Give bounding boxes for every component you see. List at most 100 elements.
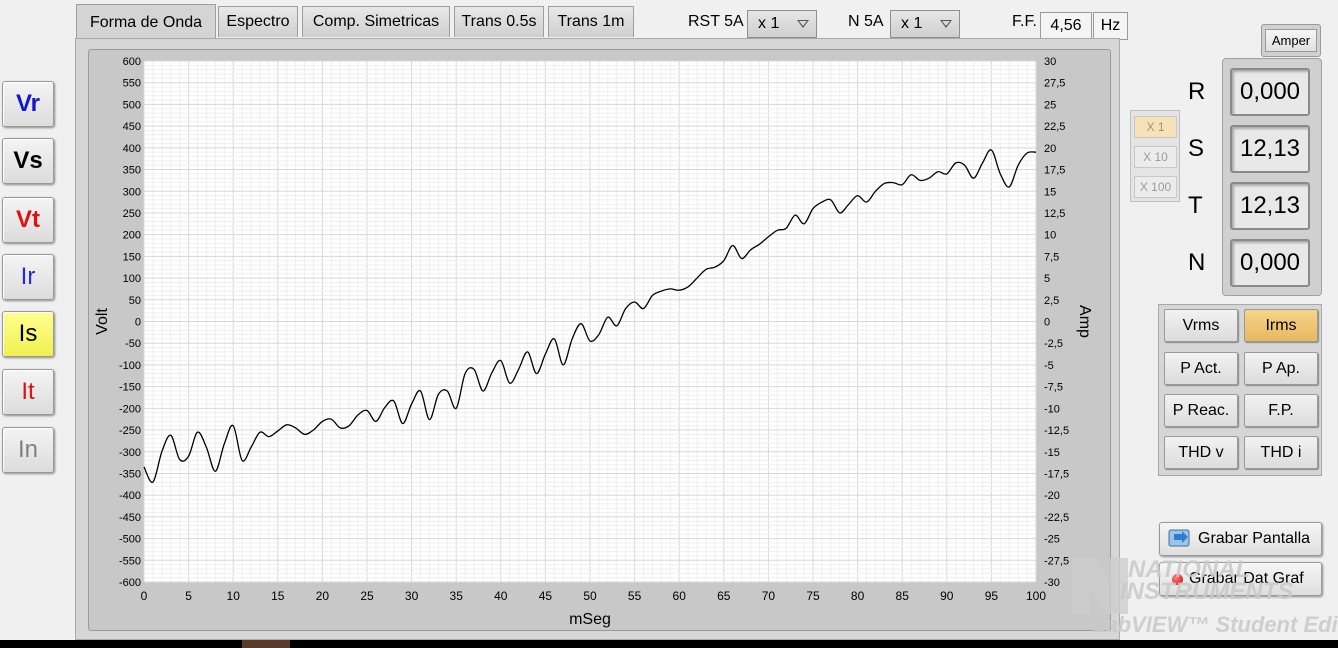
tab-forma-de-onda[interactable]: Forma de Onda — [76, 4, 216, 40]
taskbar-item[interactable] — [242, 640, 290, 648]
y-right-tick-label: -27,5 — [1044, 555, 1069, 567]
tab-trans-1m[interactable]: Trans 1m — [548, 6, 634, 37]
channel-button-is[interactable]: Is — [2, 311, 54, 357]
y-tick-label: 100 — [123, 273, 141, 285]
phase-reading-r: 0,000 — [1230, 68, 1310, 116]
y-tick-label: -600 — [119, 577, 141, 589]
x-tick-label: 20 — [316, 589, 330, 603]
y-tick-label: -150 — [119, 382, 141, 394]
x-tick-label: 95 — [985, 589, 999, 603]
x-tick-label: 35 — [450, 589, 464, 603]
y-right-tick-label: -2,5 — [1044, 338, 1063, 350]
tab-comp-simetricas[interactable]: Comp. Simetricas — [302, 6, 450, 37]
channel-button-vr[interactable]: Vr — [2, 81, 54, 127]
n-range-label: N 5A — [848, 13, 884, 30]
function-button-thd-i[interactable]: THD i — [1244, 436, 1318, 469]
y-tick-label: 550 — [123, 78, 141, 90]
rst-range-label: RST 5A — [688, 13, 744, 30]
y-right-tick-label: -12,5 — [1044, 425, 1069, 437]
y-tick-label: -300 — [119, 447, 141, 459]
x-tick-label: 0 — [141, 589, 148, 603]
n-range-value: x 1 — [901, 15, 923, 32]
function-button-p-ap[interactable]: P Ap. — [1244, 352, 1318, 385]
x-tick-label: 80 — [851, 589, 865, 603]
y-tick-label: 250 — [123, 208, 141, 220]
x-tick-label: 100 — [1026, 589, 1046, 603]
y-right-tick-label: 12,5 — [1044, 208, 1065, 220]
y-right-tick-label: -22,5 — [1044, 512, 1069, 524]
y-right-tick-label: 20 — [1044, 143, 1056, 155]
channel-button-in[interactable]: In — [2, 427, 54, 473]
scale-button-x1[interactable]: X 1 — [1134, 116, 1177, 138]
y-right-tick-label: -7,5 — [1044, 382, 1063, 394]
frequency-label: F.F. — [1012, 13, 1037, 30]
waveform-chart[interactable]: 0 5 10 15 20 25 30 35 40 45 50 55 60 65 70 75 80 85 90 95 10… — [88, 49, 1111, 631]
y-right-axis-label: Amp — [1076, 305, 1093, 338]
x-tick-label: 15 — [271, 589, 285, 603]
y-right-tick-label: 0 — [1044, 317, 1050, 329]
channel-button-it[interactable]: It — [2, 369, 54, 415]
save-screen-label: Grabar Pantalla — [1198, 530, 1311, 547]
amper-button[interactable]: Amper — [1265, 29, 1317, 52]
save-data-label: Grabar Dat Graf — [1189, 570, 1304, 587]
x-tick-label: 25 — [360, 589, 374, 603]
y-right-tick-label: -25 — [1044, 534, 1060, 546]
save-screen-button[interactable]: Grabar Pantalla — [1159, 522, 1322, 556]
y-right-tick-label: -5 — [1044, 360, 1054, 372]
x-tick-label: 45 — [539, 589, 553, 603]
x-tick-label: 10 — [227, 589, 241, 603]
tab-espectro[interactable]: Espectro — [218, 6, 298, 37]
x-tick-label: 30 — [405, 589, 419, 603]
frequency-unit: Hz — [1093, 12, 1128, 40]
y-tick-label: -100 — [119, 360, 141, 372]
n-range-select[interactable]: x 1 — [890, 10, 960, 38]
function-button-thd-v[interactable]: THD v — [1164, 436, 1238, 469]
y-tick-label: 350 — [123, 165, 141, 177]
y-right-tick-label: -20 — [1044, 490, 1060, 502]
y-tick-label: -500 — [119, 534, 141, 546]
y-tick-label: -550 — [119, 555, 141, 567]
y-tick-label: -200 — [119, 403, 141, 415]
y-tick-label: -250 — [119, 425, 141, 437]
channel-button-vt[interactable]: Vt — [2, 197, 54, 243]
x-tick-label: 90 — [940, 589, 954, 603]
y-tick-label: 500 — [123, 99, 141, 111]
y-tick-label: 200 — [123, 230, 141, 242]
chevron-down-icon — [797, 20, 809, 28]
y-tick-label: -50 — [125, 338, 141, 350]
y-right-tick-label: -30 — [1044, 577, 1060, 589]
scale-button-x10[interactable]: X 10 — [1134, 146, 1177, 168]
function-button-p-reac[interactable]: P Reac. — [1164, 394, 1238, 427]
watermark-line3: LabVIEW™ Student Edition — [1092, 612, 1338, 637]
x-tick-label: 75 — [806, 589, 820, 603]
x-axis-label: mSeg — [569, 611, 611, 628]
y-tick-label: -350 — [119, 468, 141, 480]
phase-label-s: S — [1188, 135, 1205, 162]
function-button-p-act[interactable]: P Act. — [1164, 352, 1238, 385]
y-right-tick-label: -15 — [1044, 447, 1060, 459]
x-tick-label: 65 — [717, 589, 731, 603]
record-icon — [1172, 573, 1183, 585]
function-button-vrms[interactable]: Vrms — [1164, 309, 1238, 342]
y-right-tick-label: -17,5 — [1044, 468, 1069, 480]
channel-button-ir[interactable]: Ir — [2, 254, 54, 300]
rst-range-value: x 1 — [758, 15, 780, 32]
scale-button-x100[interactable]: X 100 — [1134, 176, 1177, 198]
y-right-tick-label: 17,5 — [1044, 165, 1065, 177]
function-button-irms[interactable]: Irms — [1244, 309, 1318, 342]
y-right-tick-label: 15 — [1044, 186, 1056, 198]
phase-reading-n: 0,000 — [1230, 239, 1310, 287]
phase-label-r: R — [1188, 78, 1206, 105]
phase-reading-t: 12,13 — [1230, 182, 1310, 230]
y-right-tick-label: 27,5 — [1044, 78, 1065, 90]
x-tick-label: 5 — [185, 589, 192, 603]
save-data-button[interactable]: Grabar Dat Graf — [1159, 562, 1322, 596]
y-right-tick-label: 30 — [1044, 56, 1056, 68]
channel-button-vs[interactable]: Vs — [2, 138, 54, 184]
phase-label-n: N — [1188, 249, 1206, 276]
function-button-f-p[interactable]: F.P. — [1244, 394, 1318, 427]
tab-trans-05s[interactable]: Trans 0.5s — [454, 6, 544, 37]
y-tick-label: 450 — [123, 121, 141, 133]
rst-range-select[interactable]: x 1 — [747, 10, 817, 38]
y-right-tick-label: -10 — [1044, 403, 1060, 415]
